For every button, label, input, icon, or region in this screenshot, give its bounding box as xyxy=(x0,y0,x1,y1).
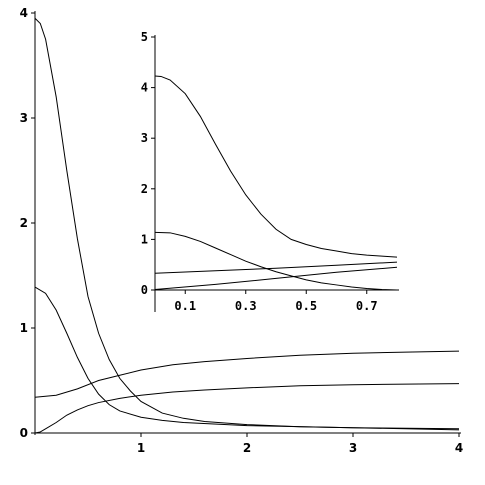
inset-y-tick-label: 1 xyxy=(141,232,148,246)
inset-x-tick-label: 0.7 xyxy=(356,299,378,313)
main-series-line-2 xyxy=(34,286,460,430)
inset-y-tick-label: 4 xyxy=(141,81,148,95)
inset-y-tick-label: 0 xyxy=(141,283,148,297)
inset-x-tick-label: 0.5 xyxy=(295,299,317,313)
main-y-tick-label: 1 xyxy=(20,321,28,335)
inset-series-line-4 xyxy=(154,266,398,290)
inset-series-line-3 xyxy=(154,261,398,274)
inset-y-tick-label: 5 xyxy=(141,30,148,44)
main-y-tick-label: 4 xyxy=(20,6,28,20)
inset-x-tick-label: 0.1 xyxy=(174,299,196,313)
main-y-tick-label: 0 xyxy=(20,426,28,440)
main-series-line-3 xyxy=(34,350,460,398)
inset-y-tick-label: 3 xyxy=(141,131,148,145)
main-series-line-1 xyxy=(34,17,460,431)
inset-x-tick-label: 0.3 xyxy=(235,299,257,313)
inset-series-line-2 xyxy=(154,231,398,291)
inset-series-line-1 xyxy=(154,75,398,258)
inset-chart: 0 1 2 3 4 5 0.1 0.3 0.5 0.7 xyxy=(141,30,399,313)
main-x-tick-label: 3 xyxy=(349,441,357,455)
inset-y-tick-label: 2 xyxy=(141,182,148,196)
main-x-tick-label: 4 xyxy=(455,441,463,455)
main-x-tick-label: 2 xyxy=(243,441,251,455)
main-x-tick-label: 1 xyxy=(137,441,145,455)
main-series-line-4 xyxy=(34,383,460,434)
main-y-tick-label: 3 xyxy=(20,111,28,125)
main-chart: 0 1 2 3 4 1 2 3 4 xyxy=(20,6,464,455)
main-y-tick-label: 2 xyxy=(20,216,28,230)
